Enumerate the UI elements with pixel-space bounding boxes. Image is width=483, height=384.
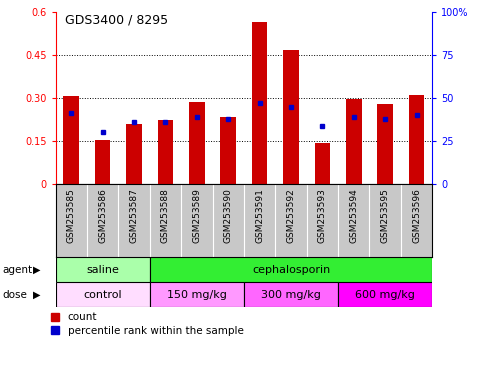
Text: GSM253589: GSM253589: [192, 188, 201, 243]
Text: GSM253587: GSM253587: [129, 188, 139, 243]
Text: agent: agent: [2, 265, 32, 275]
Bar: [150, 282, 244, 307]
Text: control: control: [84, 290, 122, 300]
Bar: [377, 104, 393, 184]
Text: 150 mg/kg: 150 mg/kg: [167, 290, 227, 300]
Text: cephalosporin: cephalosporin: [252, 265, 330, 275]
Text: GSM253591: GSM253591: [255, 188, 264, 243]
Bar: [150, 257, 432, 282]
Bar: [409, 95, 425, 184]
Text: ▶: ▶: [33, 290, 41, 300]
Bar: [95, 140, 111, 184]
Legend: count, percentile rank within the sample: count, percentile rank within the sample: [51, 313, 243, 336]
Text: GSM253592: GSM253592: [286, 188, 296, 243]
Bar: [314, 142, 330, 184]
Text: GSM253585: GSM253585: [67, 188, 76, 243]
Bar: [283, 50, 299, 184]
Bar: [338, 282, 432, 307]
Text: 600 mg/kg: 600 mg/kg: [355, 290, 415, 300]
Text: GDS3400 / 8295: GDS3400 / 8295: [65, 13, 169, 26]
Bar: [220, 117, 236, 184]
Bar: [126, 124, 142, 184]
Bar: [56, 282, 150, 307]
Text: GSM253586: GSM253586: [98, 188, 107, 243]
Text: GSM253595: GSM253595: [381, 188, 390, 243]
Bar: [63, 96, 79, 184]
Bar: [189, 102, 205, 184]
Bar: [157, 119, 173, 184]
Text: saline: saline: [86, 265, 119, 275]
Bar: [252, 22, 268, 184]
Text: GSM253594: GSM253594: [349, 188, 358, 243]
Text: ▶: ▶: [33, 265, 41, 275]
Bar: [56, 257, 150, 282]
Text: dose: dose: [2, 290, 28, 300]
Text: 300 mg/kg: 300 mg/kg: [261, 290, 321, 300]
Text: GSM253593: GSM253593: [318, 188, 327, 243]
Text: GSM253590: GSM253590: [224, 188, 233, 243]
Text: GSM253588: GSM253588: [161, 188, 170, 243]
Text: GSM253596: GSM253596: [412, 188, 421, 243]
Bar: [346, 99, 362, 184]
Bar: [244, 282, 338, 307]
